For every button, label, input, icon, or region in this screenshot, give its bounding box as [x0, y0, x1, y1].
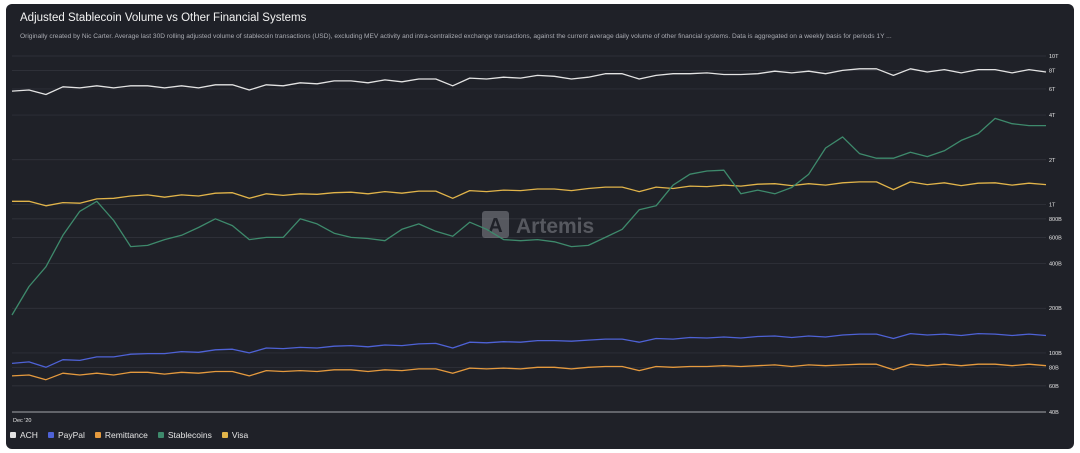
- legend-swatch: [221, 432, 228, 438]
- legend: ACH PayPal Remittance Stablecoins Visa: [10, 430, 248, 440]
- y-tick-label: 1T: [1049, 202, 1056, 208]
- legend-item-stablecoins[interactable]: Stablecoins: [157, 430, 212, 440]
- line-chart: A Artemis 10T8T6T4T2T1T800B600B400B200B1…: [11, 54, 1062, 424]
- y-tick-label: 2T: [1049, 158, 1056, 164]
- chart-panel: Adjusted Stablecoin Volume vs Other Fina…: [6, 4, 1074, 449]
- y-tick-label: 6T: [1049, 87, 1056, 93]
- y-tick-label: 60B: [1049, 384, 1059, 390]
- chart-title: Adjusted Stablecoin Volume vs Other Fina…: [20, 12, 307, 24]
- series-line-remittance: [11, 363, 1047, 381]
- y-tick-label: 8T: [1049, 68, 1056, 74]
- y-tick-label: 4T: [1049, 113, 1056, 119]
- legend-label: ACH: [20, 430, 38, 440]
- y-tick-label: 40B: [1049, 410, 1059, 416]
- artemis-logo-glyph: A: [488, 215, 502, 237]
- series-line-stablecoins: [11, 117, 1046, 316]
- x-tick-label: Dec '20: [13, 418, 31, 424]
- y-tick-label: 80B: [1049, 365, 1059, 371]
- y-axis: 10T 8T 6T 4T 2T 1T 800B 600B 400B 200B 100B 80B 60B 4…: [1049, 54, 1062, 416]
- series-lines: [11, 68, 1047, 381]
- legend-swatch: [10, 432, 16, 438]
- series-line-visa: [12, 181, 1047, 207]
- y-tick-label: 10T: [1049, 54, 1059, 60]
- y-tick-label: 200B: [1049, 306, 1062, 312]
- legend-label: PayPal: [57, 430, 85, 440]
- legend-item-paypal[interactable]: PayPal: [47, 430, 85, 440]
- y-tick-label: 400B: [1049, 262, 1062, 268]
- watermark-text: Artemis: [516, 215, 594, 238]
- artemis-watermark: A Artemis: [482, 211, 594, 238]
- x-axis: Dec '20: [12, 411, 1046, 424]
- legend-swatch: [157, 432, 164, 438]
- y-tick-label: 100B: [1049, 351, 1062, 357]
- series-line-paypal: [11, 332, 1047, 368]
- legend-swatch: [47, 432, 54, 438]
- y-tick-label: 800B: [1049, 217, 1062, 223]
- series-line-ach: [11, 68, 1047, 96]
- legend-item-ach[interactable]: ACH: [10, 430, 38, 440]
- chart-subtitle: Originally created by Nic Carter. Averag…: [20, 33, 892, 40]
- legend-label: Remittance: [104, 430, 148, 440]
- legend-swatch: [94, 432, 101, 438]
- legend-item-remittance[interactable]: Remittance: [94, 430, 148, 440]
- legend-item-visa[interactable]: Visa: [221, 430, 249, 440]
- grid-lines: [12, 55, 1046, 413]
- legend-label: Visa: [231, 430, 249, 440]
- y-tick-label: 600B: [1049, 235, 1062, 241]
- legend-label: Stablecoins: [167, 430, 212, 440]
